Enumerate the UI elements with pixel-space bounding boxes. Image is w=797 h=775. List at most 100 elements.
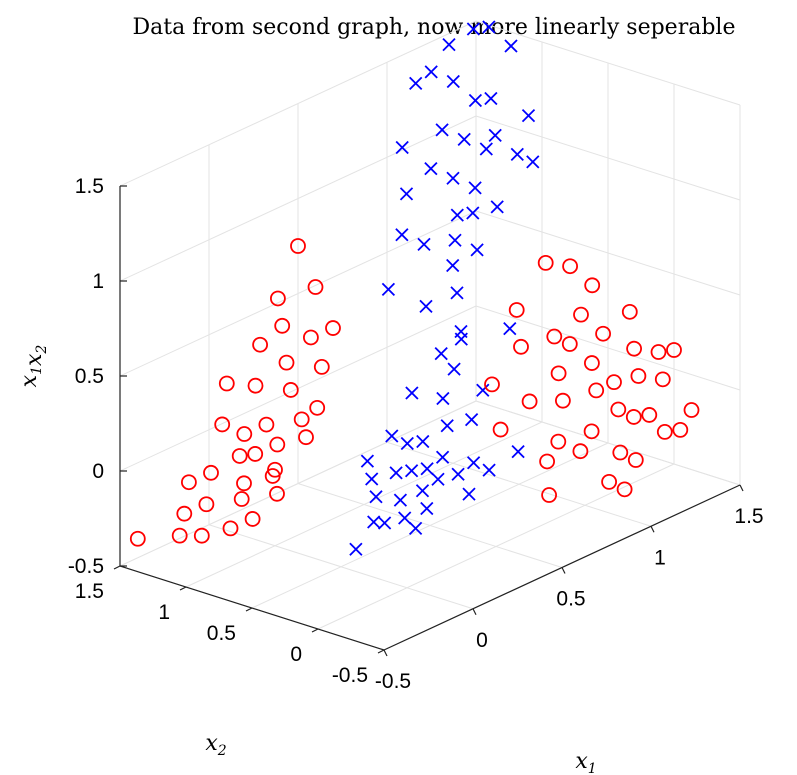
data-point-circle [641, 407, 658, 423]
data-point-circle [247, 377, 264, 394]
data-point-cross [400, 436, 414, 451]
data-point-cross [451, 467, 465, 481]
data-point-circle [621, 303, 638, 320]
z-tick-label: 0.5 [75, 365, 104, 388]
data-point-cross [462, 487, 476, 501]
data-point-circle [293, 411, 310, 428]
data-point-cross [405, 386, 419, 400]
gridline [251, 442, 609, 609]
data-point-circle [203, 464, 219, 481]
data-point-cross [434, 347, 448, 361]
data-point-cross [360, 454, 375, 468]
data-point-cross [466, 456, 481, 470]
data-point-cross [447, 362, 461, 376]
data-point-circle [650, 344, 667, 360]
data-point-circle [541, 487, 557, 503]
gridline [119, 20, 477, 187]
data-point-circle [290, 238, 306, 254]
data-point-cross [369, 490, 383, 504]
data-point-cross [511, 444, 525, 459]
data-point-circle [258, 416, 275, 433]
data-point-circle [610, 401, 627, 418]
data-point-circle [513, 338, 529, 355]
data-point-circle [307, 279, 324, 295]
data-point-circle [231, 448, 248, 464]
data-point-cross [446, 171, 460, 185]
data-point-cross [424, 65, 438, 79]
data-point-circle [244, 511, 261, 527]
x-tick-label: 0 [476, 629, 488, 652]
data-point-circle [176, 505, 193, 522]
x-tick-mark [561, 567, 566, 574]
data-point-cross [409, 76, 423, 91]
data-point-circle [550, 365, 567, 382]
data-point-cross [365, 472, 379, 486]
data-point-circle [626, 340, 642, 357]
data-point-circle [588, 382, 605, 399]
z-tick-label: -0.5 [68, 555, 104, 578]
axis-layer [113, 185, 744, 657]
chart-title: Data from second graph, now more linearl… [133, 15, 736, 40]
data-point-cross [399, 187, 414, 201]
data-point-cross [446, 258, 460, 273]
data-point-cross [503, 322, 517, 336]
data-point-cross [450, 286, 464, 300]
x-tick-label: 1.5 [734, 505, 763, 528]
data-point-cross [385, 429, 399, 443]
data-point-circle [282, 382, 299, 398]
data-point-circle [627, 452, 644, 468]
data-point-circle [171, 527, 188, 544]
data-point-cross [454, 324, 468, 339]
data-point-circle [252, 336, 269, 353]
data-point-cross [436, 391, 450, 406]
gridline [185, 421, 543, 588]
data-point-cross [395, 140, 409, 155]
data-point-circle [214, 416, 231, 433]
data-point-cross [420, 462, 434, 476]
x-tick-label: -0.5 [375, 670, 411, 693]
y-tick-label: 1 [158, 601, 170, 624]
gridline [475, 305, 741, 391]
data-point-cross [526, 155, 540, 169]
data-point-cross [482, 463, 496, 477]
data-point-cross [398, 511, 412, 525]
data-point-circle [555, 392, 571, 409]
data-point-circle [550, 433, 567, 450]
data-point-circle [193, 527, 210, 544]
y-tick-mark [245, 607, 253, 612]
data-point-cross [395, 228, 409, 242]
gridline [475, 210, 741, 296]
data-points [129, 20, 700, 556]
data-point-circle [573, 306, 589, 323]
data-point-cross [457, 132, 471, 147]
data-point-cross [482, 20, 496, 34]
x-tick-label: 1 [654, 546, 666, 569]
data-point-cross [468, 93, 483, 108]
data-point-cross [419, 299, 433, 314]
y-tick-mark [311, 628, 319, 633]
data-point-cross [393, 493, 408, 507]
data-point-cross [381, 282, 396, 296]
y-tick-mark [377, 649, 385, 654]
data-point-cross [440, 419, 454, 433]
data-point-circle [313, 358, 330, 375]
data-point-circle [484, 376, 500, 393]
data-point-cross [504, 39, 518, 53]
y-tick-label: -0.5 [332, 664, 368, 687]
x-tick-mark [472, 608, 477, 616]
data-point-circle [236, 475, 252, 492]
data-point-circle [584, 355, 600, 371]
data-point-circle [218, 375, 235, 392]
data-point-circle [601, 473, 617, 490]
z-tick-label: 1.5 [75, 175, 104, 198]
data-point-circle [247, 446, 264, 462]
gridline [475, 115, 741, 201]
data-point-cross [450, 208, 464, 222]
data-point-circle [572, 443, 589, 460]
y-tick-label: 0 [290, 643, 302, 666]
data-point-cross [416, 434, 430, 449]
data-point-cross [417, 237, 431, 251]
data-point-cross [424, 162, 438, 176]
gridline [119, 115, 477, 282]
